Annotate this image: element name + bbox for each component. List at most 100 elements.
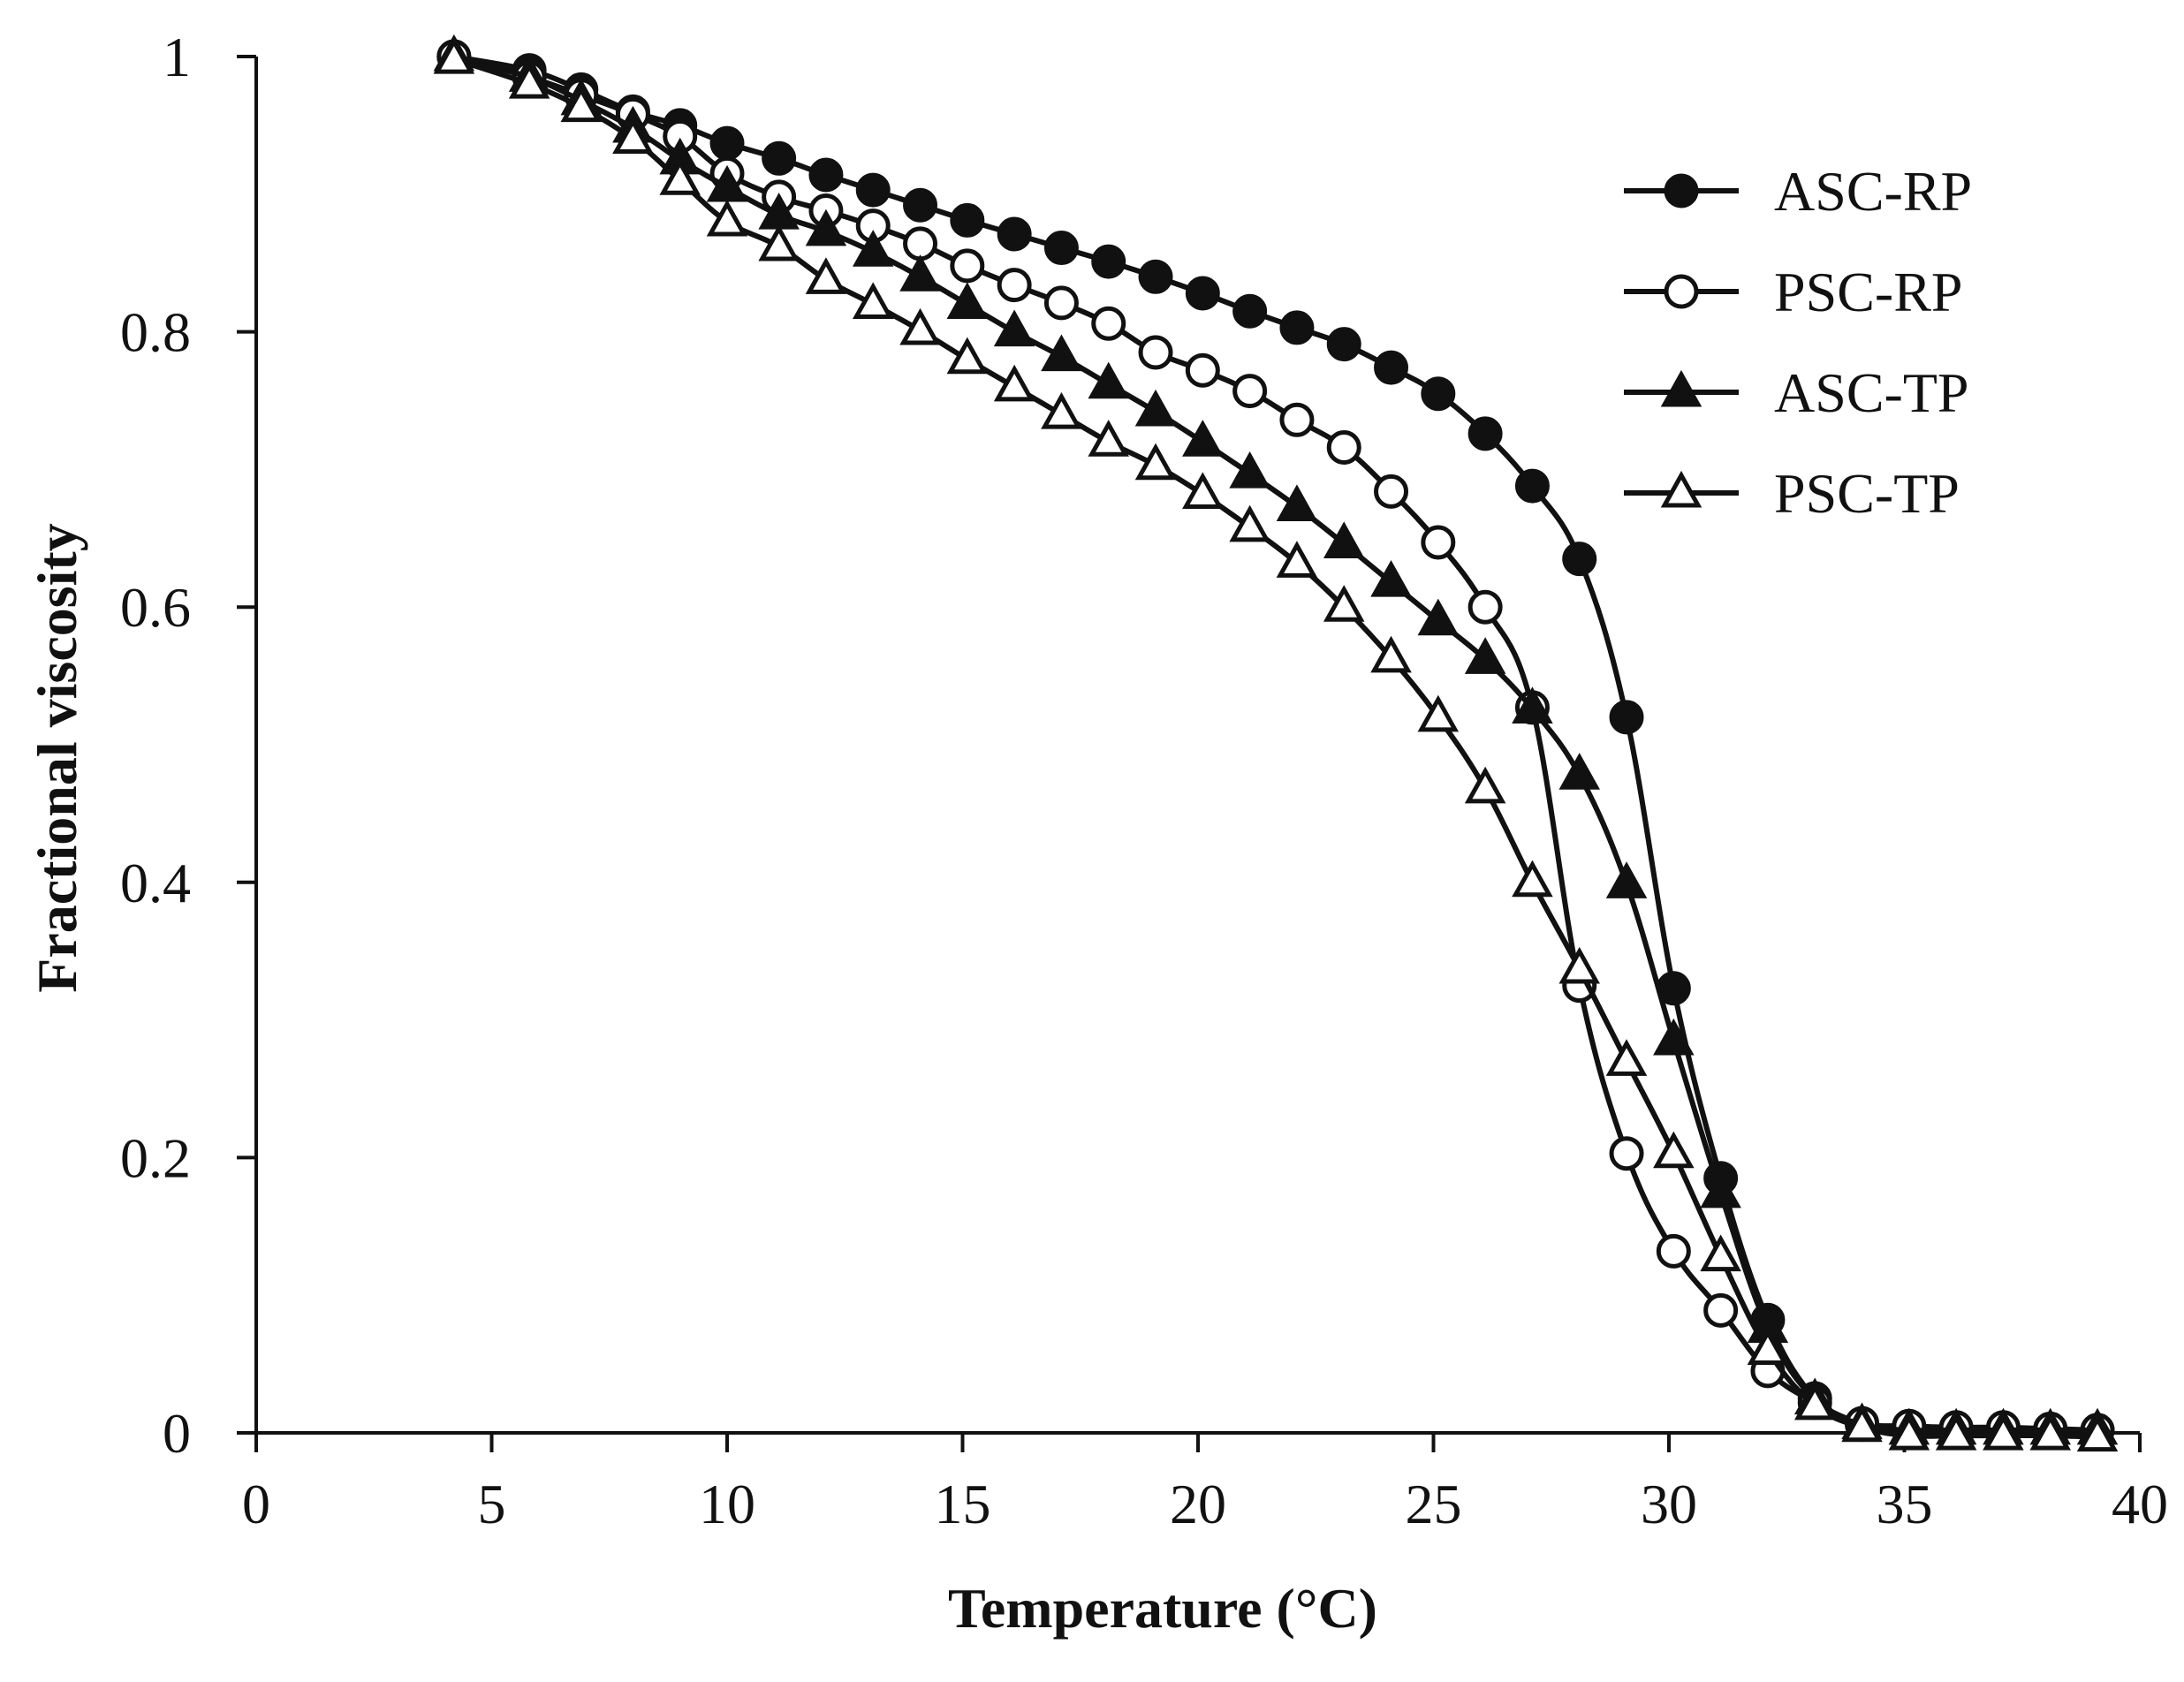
y-tick-label: 1 [163, 26, 191, 88]
data-point-psc-tp [1841, 1405, 1883, 1443]
data-point-psc-tp [758, 224, 800, 261]
series-asc-tp [433, 34, 2119, 1445]
data-point-psc-tp [2076, 1414, 2119, 1452]
data-point-psc-tp [1370, 635, 1412, 673]
data-point-psc-tp [2029, 1413, 2071, 1451]
y-tick-label: 0.8 [120, 301, 191, 364]
data-point-psc-tp [1558, 946, 1600, 984]
data-point-asc-rp [1374, 350, 1409, 385]
x-tick-label: 15 [935, 1473, 991, 1535]
data-point-psc-rp [1185, 352, 1220, 388]
x-tick-label: 10 [699, 1473, 755, 1535]
legend-item-psc-rp: PSC-RP [1624, 261, 1962, 323]
data-point-psc-tp [1041, 391, 1082, 429]
x-tick-label: 0 [242, 1473, 270, 1535]
legend-label-psc-rp: PSC-RP [1774, 261, 1962, 323]
y-tick-label: 0.2 [120, 1126, 191, 1189]
axes: 0 5 10 15 20 25 30 35 40 0 0.2 0.4 0.6 0.8 1 [120, 26, 2168, 1535]
data-point-psc-rp [1326, 429, 1361, 465]
x-tick-label: 5 [478, 1473, 506, 1535]
data-point-psc-tp [433, 36, 475, 74]
data-point-psc-rp [1091, 306, 1126, 341]
data-point-psc-tp [508, 62, 550, 99]
data-point-psc-tp [1888, 1413, 1930, 1451]
data-point-psc-tp [993, 364, 1035, 402]
x-axis-ticks: 0 5 10 15 20 25 30 35 40 [242, 1433, 2168, 1535]
data-point-psc-rp [1138, 335, 1173, 370]
data-point-asc-rp [762, 140, 797, 176]
data-point-psc-tp [1088, 420, 1129, 457]
data-point-psc-tp [659, 158, 701, 195]
data-point-psc-tp [1512, 860, 1553, 898]
data-point-asc-rp [1232, 293, 1268, 329]
data-point-asc-tp [805, 208, 847, 246]
data-point-asc-rp [1185, 276, 1220, 311]
data-point-asc-tp [1182, 420, 1224, 457]
series-asc-rp [436, 39, 2115, 1448]
x-axis-title: Temperature (°C) [948, 1577, 1377, 1640]
y-tick-label: 0 [163, 1402, 191, 1465]
data-point-asc-rp [1514, 468, 1550, 504]
data-point-asc-rp [1138, 259, 1173, 294]
series-line-psc-tp [451, 57, 2101, 1440]
data-point-psc-tp [1793, 1383, 1836, 1421]
data-point-asc-rp [1562, 542, 1597, 577]
legend-item-psc-tp: PSC-TP [1624, 462, 1960, 525]
data-point-psc-rp [1232, 374, 1268, 409]
data-point-asc-tp [1700, 1171, 1741, 1208]
data-point-asc-rp [855, 172, 891, 208]
data-point-asc-tp [1558, 753, 1600, 790]
data-point-psc-tp [1276, 541, 1318, 578]
data-point-psc-tp [946, 337, 989, 375]
data-point-asc-tp [899, 254, 941, 292]
x-tick-label: 25 [1406, 1473, 1462, 1535]
x-tick-label: 20 [1170, 1473, 1226, 1535]
data-point-asc-rp [1609, 700, 1644, 735]
data-point-psc-rp [1656, 1233, 1691, 1269]
data-point-asc-tp [1276, 484, 1318, 521]
data-point-asc-tp [1605, 861, 1648, 898]
data-point-asc-rp [1467, 416, 1503, 451]
data-point-asc-rp [709, 125, 745, 161]
data-point-psc-tp [706, 199, 748, 237]
data-point-asc-rp [1091, 244, 1126, 279]
data-point-asc-rp [1043, 231, 1079, 266]
data-point-asc-tp [1088, 361, 1129, 399]
data-point-psc-tp [1464, 766, 1506, 804]
legend: ASC-RP PSC-RP ASC-TP PSC-TP [1624, 160, 1972, 525]
data-point-psc-rp [1467, 589, 1503, 625]
legend-item-asc-rp: ASC-RP [1624, 160, 1972, 223]
y-tick-label: 0.6 [120, 576, 191, 639]
data-point-asc-rp [903, 187, 938, 223]
data-point-asc-tp [1041, 334, 1082, 372]
data-point-psc-tp [1417, 694, 1460, 732]
data-point-asc-rp [1421, 376, 1456, 412]
legend-marker-psc-rp [1664, 274, 1699, 309]
data-point-psc-rp [1703, 1292, 1739, 1328]
x-tick-label: 35 [1877, 1473, 1933, 1535]
data-point-asc-tp [946, 282, 989, 319]
data-point-asc-tp [1417, 598, 1460, 636]
data-point-asc-tp [1464, 637, 1506, 674]
legend-label-asc-rp: ASC-RP [1774, 160, 1972, 223]
data-point-asc-tp [1370, 560, 1412, 597]
data-point-asc-tp [993, 309, 1035, 347]
data-point-psc-tp [852, 282, 894, 319]
data-point-psc-tp [1229, 504, 1270, 542]
data-point-asc-tp [1653, 1018, 1695, 1056]
legend-label-asc-tp: ASC-TP [1774, 361, 1969, 424]
y-axis-title: Fractional viscosity [26, 523, 88, 992]
y-tick-label: 0.4 [120, 852, 191, 914]
data-point-psc-tp [612, 117, 654, 154]
data-point-psc-tp [899, 307, 941, 345]
legend-item-asc-tp: ASC-TP [1624, 361, 1969, 424]
data-point-psc-tp [805, 257, 847, 294]
data-point-psc-tp [1323, 585, 1365, 622]
data-point-psc-rp [903, 226, 938, 261]
data-point-psc-rp [1043, 285, 1079, 321]
legend-marker-asc-tp [1660, 369, 1702, 407]
data-point-asc-tp [1134, 389, 1177, 427]
data-point-psc-rp [1279, 402, 1315, 437]
